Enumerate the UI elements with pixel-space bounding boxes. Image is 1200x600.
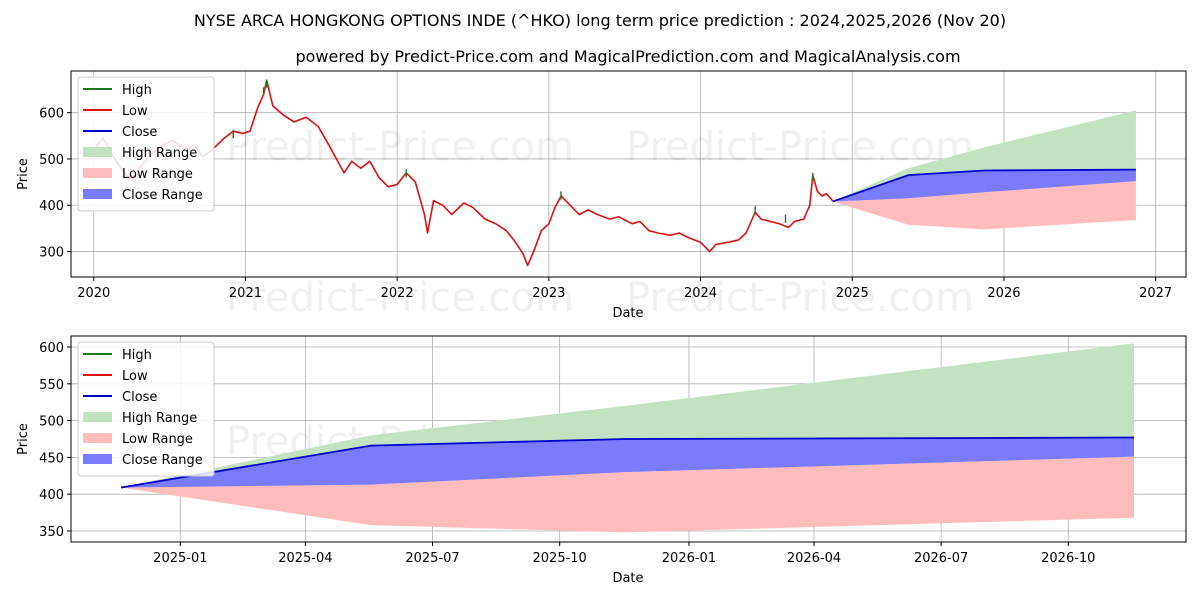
bottom-plot-frame: [70, 335, 1187, 543]
bottom-x-tick-label-2025-04: 2025-04: [278, 551, 332, 566]
top-close-range-band: [832, 169, 1136, 202]
top-x-tick-label-2026: 2026: [987, 286, 1020, 301]
top-y-tick-label-600: 600: [39, 107, 64, 122]
top-x-tick-label-2021: 2021: [229, 286, 262, 301]
legend-close-label: Close: [122, 125, 157, 140]
top-high-range-band: [832, 110, 1136, 202]
bottom-series: [120, 343, 1135, 533]
chart-subtitle: powered by Predict-Price.com and Magical…: [295, 47, 960, 66]
bottom-x-tick-label-2025-07: 2025-07: [405, 551, 459, 566]
bottom-x-tick-label-2026-04: 2026-04: [787, 551, 841, 566]
top-y-tick-label-400: 400: [39, 199, 64, 214]
top-y-tick-label-500: 500: [39, 153, 64, 168]
legend-high-range-label: High Range: [122, 411, 197, 426]
top-y-axis-label: Price: [16, 158, 31, 190]
bottom-y-tick-label-550: 550: [39, 378, 64, 393]
top-panel: Predict-Price.com Predict-Price.com Predic…: [16, 70, 1187, 321]
legend-high-range-label: High Range: [122, 146, 197, 161]
legend-close-label: Close: [122, 390, 157, 405]
legend-high-label: High: [122, 83, 152, 98]
top-x-tick-label-2022: 2022: [381, 286, 414, 301]
bottom-x-tick-label-2026-10: 2026-10: [1041, 551, 1095, 566]
legend-low-range-label: Low Range: [122, 432, 193, 447]
top-x-tick-label-2023: 2023: [532, 286, 565, 301]
top-watermarks: Predict-Price.com Predict-Price.com Predic…: [226, 124, 974, 321]
top-x-ticks: 2020 2021 2022 2023 2024 2025 2026 2027: [77, 277, 1172, 301]
top-x-axis-label: Date: [612, 306, 643, 321]
bottom-x-tick-label-2026-07: 2026-07: [914, 551, 968, 566]
bottom-y-axis-label: Price: [16, 423, 31, 455]
legend-low-range-swatch: [83, 433, 112, 443]
legend-high-label: High: [122, 348, 152, 363]
watermark-top-1: Predict-Price.com: [626, 124, 974, 170]
bottom-legend: High Low Close High Range Low Range Close Ran…: [77, 341, 215, 477]
watermark-top-0: Predict-Price.com: [226, 124, 574, 170]
legend-high-range-swatch: [83, 412, 112, 422]
top-x-tick-label-2020: 2020: [77, 286, 110, 301]
bottom-y-tick-label-350: 350: [39, 525, 64, 540]
legend-close-range-label: Close Range: [122, 453, 203, 468]
legend-close-range-swatch: [83, 454, 112, 464]
bottom-x-tick-label-2025-01: 2025-01: [153, 551, 207, 566]
legend-close-range-label: Close Range: [122, 188, 203, 203]
bottom-y-tick-label-450: 450: [39, 451, 64, 466]
bottom-x-ticks: 2025-01 2025-04 2025-07 2025-10 2026-01 2026-…: [153, 542, 1095, 566]
bottom-x-tick-label-2026-01: 2026-01: [662, 551, 716, 566]
top-legend: High Low Close High Range Low Range Close Ran…: [77, 76, 215, 212]
bottom-y-tick-label-400: 400: [39, 488, 64, 503]
top-plot-frame: [70, 70, 1187, 278]
bottom-y-ticks: 350 400 450 500 550 600: [39, 341, 71, 540]
top-x-tick-label-2024: 2024: [684, 286, 717, 301]
legend-low-range-label: Low Range: [122, 167, 193, 182]
top-x-tick-label-2025: 2025: [836, 286, 869, 301]
watermark-top-2: Predict-Price.com: [226, 275, 574, 321]
bottom-close-forecast-line: [120, 436, 1135, 489]
bottom-low-range-band: [121, 456, 1134, 533]
legend-high-range-swatch: [83, 147, 112, 157]
legend-low-label: Low: [122, 369, 148, 384]
bottom-close-range-band: [121, 437, 1134, 488]
top-y-ticks: 300 400 500 600: [39, 107, 71, 261]
legend-low-range-swatch: [83, 168, 112, 178]
bottom-x-tick-label-2025-10: 2025-10: [533, 551, 587, 566]
top-x-tick-label-2027: 2027: [1139, 286, 1172, 301]
chart-title: NYSE ARCA HONGKONG OPTIONS INDE (^HKO) l…: [194, 11, 1006, 30]
legend-close-range-swatch: [83, 189, 112, 199]
top-y-tick-label-300: 300: [39, 246, 64, 261]
bottom-y-tick-label-500: 500: [39, 415, 64, 430]
top-series: [93, 79, 1136, 267]
bottom-y-tick-label-600: 600: [39, 341, 64, 356]
top-low-history-line: [93, 79, 834, 267]
legend-low-label: Low: [122, 104, 148, 119]
bottom-high-range-band: [121, 343, 1134, 488]
top-close-forecast-line: [832, 168, 1136, 203]
bottom-x-axis-label: Date: [612, 571, 643, 586]
watermark-top-3: Predict-Price.com: [626, 275, 974, 321]
top-low-range-band: [832, 181, 1136, 230]
